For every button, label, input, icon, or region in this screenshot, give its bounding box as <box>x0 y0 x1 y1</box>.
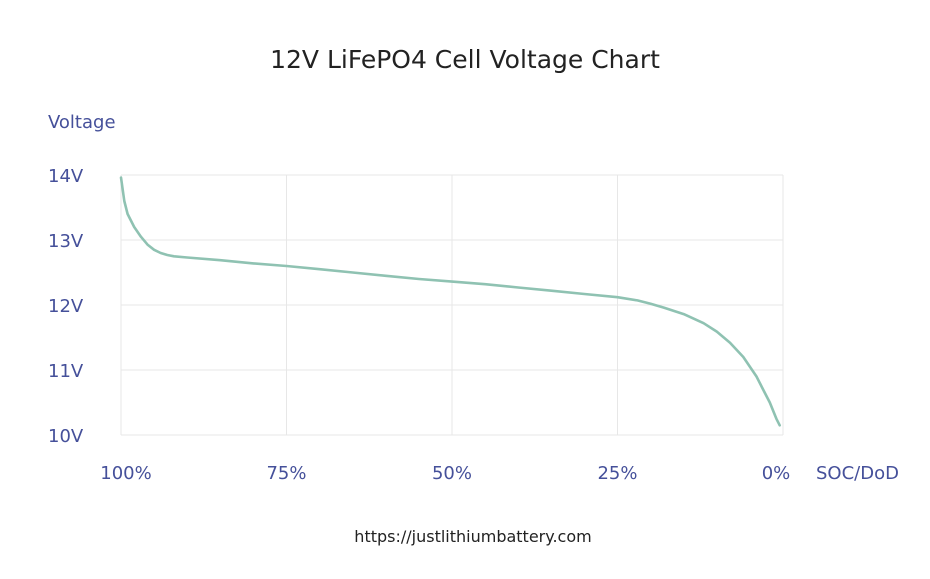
source-url[interactable]: https://justlithiumbattery.com <box>354 527 591 546</box>
y-tick-label: 12V <box>48 296 84 317</box>
y-tick-label: 13V <box>48 231 84 252</box>
x-tick-label: 100% <box>100 463 151 484</box>
y-axis-label: Voltage <box>48 112 116 133</box>
x-tick-label: 0% <box>762 463 791 484</box>
y-tick-label: 11V <box>48 361 84 382</box>
x-axis-label: SOC/DoD <box>816 463 899 484</box>
x-tick-label: 50% <box>432 463 472 484</box>
x-tick-label: 25% <box>597 463 637 484</box>
voltage-series-line <box>119 176 781 427</box>
series-layer <box>119 176 781 427</box>
chart-title: 12V LiFePO4 Cell Voltage Chart <box>270 45 660 74</box>
grid <box>120 174 784 436</box>
y-tick-labels: 14V 13V 12V 11V 10V <box>48 166 84 447</box>
x-tick-label: 75% <box>266 463 306 484</box>
y-tick-label: 14V <box>48 166 84 187</box>
x-tick-labels: 100% 75% 50% 25% 0% <box>100 463 790 484</box>
y-tick-label: 10V <box>48 426 84 447</box>
